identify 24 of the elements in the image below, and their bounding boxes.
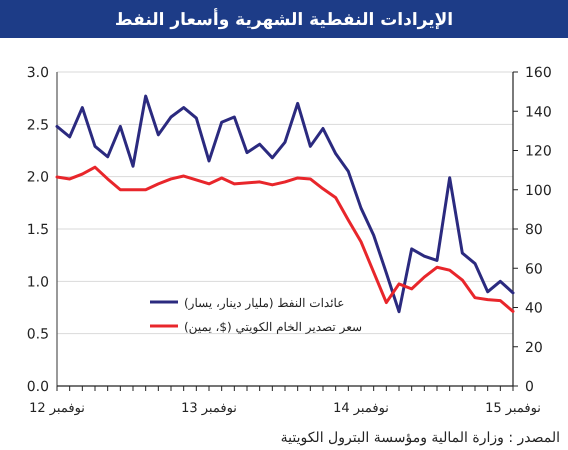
y2-tick-label: 20 — [525, 340, 543, 356]
y2-tick-label: 140 — [525, 104, 552, 120]
x-tick-label: نوفمبر 15 — [485, 401, 541, 416]
y-tick-label: 2.0 — [26, 170, 49, 186]
y2-tick-label: 60 — [525, 261, 543, 278]
y-tick-label: 3.0 — [26, 65, 49, 81]
y-tick-label: 0.0 — [26, 379, 49, 395]
y-tick-label: 0.5 — [26, 326, 49, 343]
text: المصدر : وزارة المالية ومؤسسة البترول الكويتية — [280, 430, 560, 446]
y2-tick-label: 100 — [525, 182, 552, 199]
chart-title: الإيرادات النفطية الشهرية وأسعار النفط — [114, 8, 454, 30]
y2-tick-label: 120 — [525, 144, 552, 160]
y-tick-label: 2.5 — [26, 117, 49, 134]
y-tick-label: 1.5 — [26, 222, 49, 238]
y2-tick-label: 0 — [525, 379, 534, 395]
legend-label: عائدات النفط (مليار دينار، يسار) — [184, 296, 344, 310]
y2-tick-label: 80 — [525, 222, 543, 238]
x-tick-label: نوفمبر 14 — [333, 401, 389, 416]
x-tick-label: نوفمبر 12 — [29, 401, 85, 416]
x-tick-label: نوفمبر 13 — [181, 401, 237, 416]
legend-label: سعر تصدير الخام الكويتي ($، يمين) — [184, 320, 362, 334]
y-tick-label: 1.0 — [26, 274, 49, 290]
y2-tick-label: 160 — [525, 65, 552, 81]
y2-tick-label: 40 — [525, 300, 543, 316]
